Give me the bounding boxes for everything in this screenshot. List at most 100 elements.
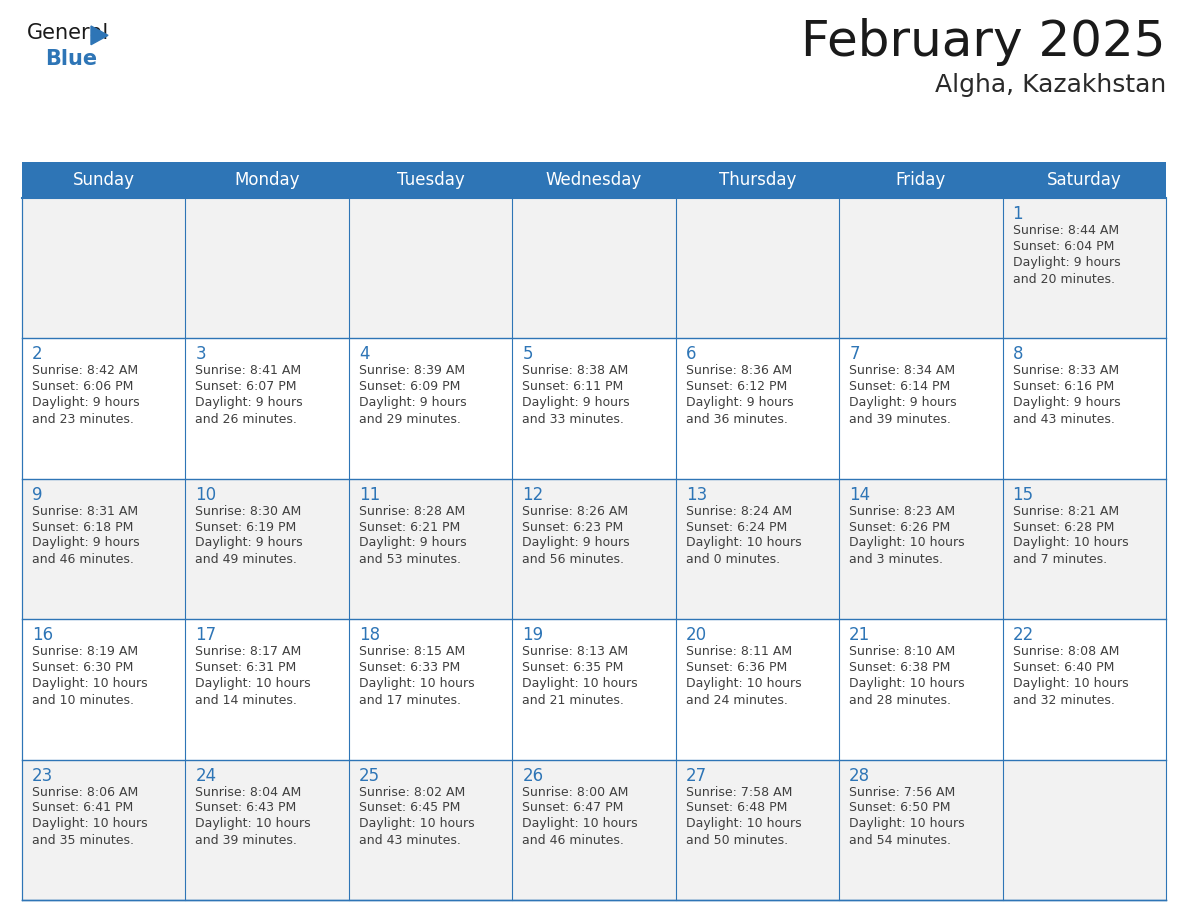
Text: Daylight: 9 hours
and 26 minutes.: Daylight: 9 hours and 26 minutes.: [196, 396, 303, 426]
Bar: [23, 162, 1165, 198]
Text: 6: 6: [685, 345, 696, 364]
Text: Daylight: 10 hours
and 21 minutes.: Daylight: 10 hours and 21 minutes.: [523, 677, 638, 707]
Text: 7: 7: [849, 345, 860, 364]
Text: Sunrise: 8:06 AM: Sunrise: 8:06 AM: [32, 786, 138, 799]
Text: Sunrise: 8:00 AM: Sunrise: 8:00 AM: [523, 786, 628, 799]
Text: Saturday: Saturday: [1047, 171, 1121, 189]
Text: Daylight: 10 hours
and 50 minutes.: Daylight: 10 hours and 50 minutes.: [685, 817, 802, 847]
Text: Sunrise: 8:13 AM: Sunrise: 8:13 AM: [523, 645, 628, 658]
Text: 26: 26: [523, 767, 543, 785]
Text: Sunrise: 8:39 AM: Sunrise: 8:39 AM: [359, 364, 465, 377]
Text: Sunset: 6:18 PM: Sunset: 6:18 PM: [32, 521, 133, 533]
Text: 16: 16: [32, 626, 53, 644]
Text: Sunset: 6:36 PM: Sunset: 6:36 PM: [685, 661, 786, 674]
Text: Sunrise: 8:02 AM: Sunrise: 8:02 AM: [359, 786, 466, 799]
Text: Sunrise: 8:30 AM: Sunrise: 8:30 AM: [196, 505, 302, 518]
Text: Sunset: 6:19 PM: Sunset: 6:19 PM: [196, 521, 297, 533]
Text: Sunset: 6:35 PM: Sunset: 6:35 PM: [523, 661, 624, 674]
Text: Sunset: 6:30 PM: Sunset: 6:30 PM: [32, 661, 133, 674]
Text: Sunrise: 8:23 AM: Sunrise: 8:23 AM: [849, 505, 955, 518]
Text: Sunset: 6:16 PM: Sunset: 6:16 PM: [1012, 380, 1114, 393]
Polygon shape: [91, 26, 108, 45]
Text: Sunrise: 8:26 AM: Sunrise: 8:26 AM: [523, 505, 628, 518]
Text: Algha, Kazakhstan: Algha, Kazakhstan: [935, 73, 1165, 97]
Text: Sunday: Sunday: [72, 171, 134, 189]
Text: Sunrise: 8:10 AM: Sunrise: 8:10 AM: [849, 645, 955, 658]
Text: 5: 5: [523, 345, 532, 364]
Text: 3: 3: [196, 345, 206, 364]
Text: Sunset: 6:23 PM: Sunset: 6:23 PM: [523, 521, 624, 533]
Text: Blue: Blue: [45, 49, 97, 69]
Text: Daylight: 9 hours
and 39 minutes.: Daylight: 9 hours and 39 minutes.: [849, 396, 956, 426]
Text: Sunset: 6:45 PM: Sunset: 6:45 PM: [359, 801, 460, 814]
Text: Sunrise: 8:24 AM: Sunrise: 8:24 AM: [685, 505, 792, 518]
Text: 9: 9: [32, 486, 43, 504]
Text: 18: 18: [359, 626, 380, 644]
Text: 21: 21: [849, 626, 871, 644]
Text: 8: 8: [1012, 345, 1023, 364]
Text: Daylight: 9 hours
and 29 minutes.: Daylight: 9 hours and 29 minutes.: [359, 396, 467, 426]
Text: Sunset: 6:04 PM: Sunset: 6:04 PM: [1012, 240, 1114, 252]
Text: Sunrise: 7:56 AM: Sunrise: 7:56 AM: [849, 786, 955, 799]
Text: Daylight: 10 hours
and 0 minutes.: Daylight: 10 hours and 0 minutes.: [685, 536, 802, 566]
Text: Daylight: 10 hours
and 46 minutes.: Daylight: 10 hours and 46 minutes.: [523, 817, 638, 847]
Text: Sunrise: 8:31 AM: Sunrise: 8:31 AM: [32, 505, 138, 518]
Text: 23: 23: [32, 767, 53, 785]
Text: 22: 22: [1012, 626, 1034, 644]
Text: 1: 1: [1012, 205, 1023, 223]
Bar: [23, 479, 1165, 620]
Text: Sunset: 6:48 PM: Sunset: 6:48 PM: [685, 801, 788, 814]
Text: Wednesday: Wednesday: [545, 171, 643, 189]
Text: Sunrise: 7:58 AM: Sunrise: 7:58 AM: [685, 786, 792, 799]
Text: Daylight: 9 hours
and 53 minutes.: Daylight: 9 hours and 53 minutes.: [359, 536, 467, 566]
Text: Daylight: 10 hours
and 54 minutes.: Daylight: 10 hours and 54 minutes.: [849, 817, 965, 847]
Text: Sunset: 6:06 PM: Sunset: 6:06 PM: [32, 380, 133, 393]
Text: Daylight: 9 hours
and 46 minutes.: Daylight: 9 hours and 46 minutes.: [32, 536, 140, 566]
Text: 2: 2: [32, 345, 43, 364]
Text: 24: 24: [196, 767, 216, 785]
Text: 14: 14: [849, 486, 871, 504]
Text: Sunset: 6:09 PM: Sunset: 6:09 PM: [359, 380, 460, 393]
Text: Sunset: 6:26 PM: Sunset: 6:26 PM: [849, 521, 950, 533]
Bar: [23, 198, 1165, 339]
Text: February 2025: February 2025: [802, 18, 1165, 66]
Text: Sunset: 6:50 PM: Sunset: 6:50 PM: [849, 801, 950, 814]
Text: Sunset: 6:24 PM: Sunset: 6:24 PM: [685, 521, 786, 533]
Text: Sunrise: 8:19 AM: Sunrise: 8:19 AM: [32, 645, 138, 658]
Text: Daylight: 9 hours
and 23 minutes.: Daylight: 9 hours and 23 minutes.: [32, 396, 140, 426]
Text: Sunset: 6:14 PM: Sunset: 6:14 PM: [849, 380, 950, 393]
Text: Sunset: 6:33 PM: Sunset: 6:33 PM: [359, 661, 460, 674]
Text: Daylight: 10 hours
and 3 minutes.: Daylight: 10 hours and 3 minutes.: [849, 536, 965, 566]
Text: Sunset: 6:12 PM: Sunset: 6:12 PM: [685, 380, 786, 393]
Text: Sunrise: 8:11 AM: Sunrise: 8:11 AM: [685, 645, 792, 658]
Text: Friday: Friday: [896, 171, 946, 189]
Text: Sunrise: 8:21 AM: Sunrise: 8:21 AM: [1012, 505, 1119, 518]
Text: Daylight: 9 hours
and 49 minutes.: Daylight: 9 hours and 49 minutes.: [196, 536, 303, 566]
Text: Sunrise: 8:41 AM: Sunrise: 8:41 AM: [196, 364, 302, 377]
Text: Sunrise: 8:33 AM: Sunrise: 8:33 AM: [1012, 364, 1119, 377]
Text: 13: 13: [685, 486, 707, 504]
Text: Daylight: 10 hours
and 28 minutes.: Daylight: 10 hours and 28 minutes.: [849, 677, 965, 707]
Text: Daylight: 10 hours
and 39 minutes.: Daylight: 10 hours and 39 minutes.: [196, 817, 311, 847]
Text: Sunrise: 8:04 AM: Sunrise: 8:04 AM: [196, 786, 302, 799]
Text: Sunset: 6:31 PM: Sunset: 6:31 PM: [196, 661, 297, 674]
Text: Daylight: 10 hours
and 14 minutes.: Daylight: 10 hours and 14 minutes.: [196, 677, 311, 707]
Text: Sunrise: 8:28 AM: Sunrise: 8:28 AM: [359, 505, 466, 518]
Text: Daylight: 10 hours
and 43 minutes.: Daylight: 10 hours and 43 minutes.: [359, 817, 474, 847]
Text: General: General: [27, 23, 109, 43]
Text: Sunrise: 8:34 AM: Sunrise: 8:34 AM: [849, 364, 955, 377]
Text: Daylight: 9 hours
and 33 minutes.: Daylight: 9 hours and 33 minutes.: [523, 396, 630, 426]
Text: Sunrise: 8:08 AM: Sunrise: 8:08 AM: [1012, 645, 1119, 658]
Text: Daylight: 9 hours
and 20 minutes.: Daylight: 9 hours and 20 minutes.: [1012, 255, 1120, 285]
Bar: [23, 620, 1165, 759]
Text: Sunset: 6:38 PM: Sunset: 6:38 PM: [849, 661, 950, 674]
Text: 17: 17: [196, 626, 216, 644]
Text: Sunset: 6:41 PM: Sunset: 6:41 PM: [32, 801, 133, 814]
Text: Sunset: 6:43 PM: Sunset: 6:43 PM: [196, 801, 297, 814]
Text: Sunset: 6:07 PM: Sunset: 6:07 PM: [196, 380, 297, 393]
Text: 27: 27: [685, 767, 707, 785]
Text: Sunrise: 8:17 AM: Sunrise: 8:17 AM: [196, 645, 302, 658]
Text: 10: 10: [196, 486, 216, 504]
Text: 28: 28: [849, 767, 871, 785]
Text: Daylight: 9 hours
and 56 minutes.: Daylight: 9 hours and 56 minutes.: [523, 536, 630, 566]
